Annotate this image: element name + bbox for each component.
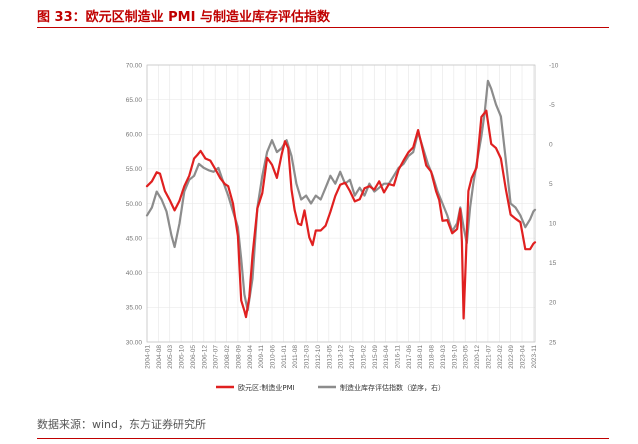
left-tick-label: 65.00 (126, 97, 143, 104)
x-tick-label: 2010-06 (270, 345, 277, 369)
series-lines (145, 79, 537, 320)
x-tick-label: 2012-03 (304, 345, 311, 369)
gridlines (146, 64, 535, 343)
x-tick-label: 2007-07 (213, 345, 220, 369)
right-tick-label: 15 (549, 260, 557, 267)
legend-label-pmi: 欧元区:制造业PMI (238, 383, 295, 392)
title-rule (37, 27, 609, 28)
x-tick-label: 2004-08 (156, 345, 163, 369)
right-axis-ticks: -10 -5 0 5 10 15 20 25 (549, 62, 559, 346)
x-tick-label: 2009-04 (247, 345, 254, 369)
left-tick-label: 60.00 (126, 132, 143, 139)
left-tick-label: 70.00 (126, 62, 143, 69)
left-tick-label: 35.00 (126, 305, 143, 312)
left-tick-label: 50.00 (126, 201, 143, 208)
x-tick-label: 2020-12 (474, 345, 481, 369)
right-tick-label: 25 (549, 339, 557, 346)
x-tick-label: 2015-02 (360, 345, 367, 369)
x-axis-ticks: 2004-01 2004-08 2005-03 2005-10 2006-05 2006-… (145, 345, 538, 369)
x-tick-label: 2018-01 (417, 345, 424, 369)
chart-legend: 欧元区:制造业PMI 制造业库存评估指数（逆序，右） (216, 383, 445, 392)
x-tick-label: 2011-08 (292, 345, 299, 369)
x-tick-label: 2013-12 (338, 345, 345, 369)
x-tick-label: 2023-11 (531, 345, 538, 369)
x-tick-label: 2013-05 (326, 345, 333, 369)
x-tick-label: 2009-11 (258, 345, 265, 369)
x-tick-label: 2015-09 (372, 345, 379, 369)
right-tick-label: -5 (549, 102, 555, 109)
x-tick-label: 2006-05 (190, 345, 197, 369)
left-axis-ticks: 70.00 65.00 60.00 55.00 50.00 45.00 40.00 35.00… (126, 62, 143, 346)
x-tick-label: 2005-03 (167, 345, 174, 369)
plot-frame (146, 64, 536, 343)
right-tick-label: 20 (549, 300, 557, 307)
legend-label-inventory: 制造业库存评估指数（逆序，右） (340, 383, 445, 392)
right-tick-label: 0 (549, 141, 553, 148)
x-tick-label: 2022-02 (497, 345, 504, 369)
right-tick-label: 5 (549, 181, 553, 188)
x-tick-label: 2023-04 (520, 345, 527, 369)
series-line-pmi (145, 109, 537, 320)
x-tick-label: 2016-11 (395, 345, 402, 369)
x-tick-label: 2012-10 (315, 345, 322, 369)
x-tick-label: 2022-09 (508, 345, 515, 369)
x-tick-label: 2005-10 (179, 345, 186, 369)
x-tick-label: 2016-04 (383, 345, 390, 369)
x-tick-label: 2008-02 (224, 345, 231, 369)
x-tick-label: 2017-06 (406, 345, 413, 369)
x-tick-label: 2019-03 (440, 345, 447, 369)
x-tick-label: 2018-08 (429, 345, 436, 369)
figure-title: 图 33：欧元区制造业 PMI 与制造业库存评估指数 (37, 10, 330, 25)
left-tick-label: 30.00 (126, 339, 143, 346)
x-tick-label: 2004-01 (145, 345, 152, 369)
x-tick-label: 2021-07 (485, 345, 492, 369)
right-tick-label: -10 (549, 62, 559, 69)
left-tick-label: 55.00 (126, 166, 143, 173)
x-tick-label: 2019-10 (451, 345, 458, 369)
left-tick-label: 45.00 (126, 235, 143, 242)
x-tick-label: 2006-12 (201, 345, 208, 369)
footer-rule (37, 438, 609, 439)
x-tick-label: 2008-09 (235, 345, 242, 369)
x-tick-label: 2020-05 (463, 345, 470, 369)
x-tick-label: 2011-01 (281, 345, 288, 369)
x-tick-label: 2014-07 (349, 345, 356, 369)
left-tick-label: 40.00 (126, 270, 143, 277)
right-tick-label: 10 (549, 221, 557, 228)
data-source-note: 数据来源：wind，东方证券研究所 (37, 418, 207, 431)
